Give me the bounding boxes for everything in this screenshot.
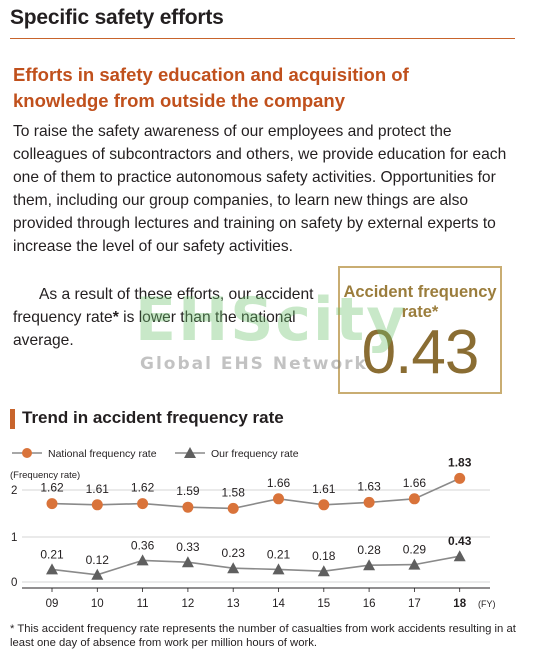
national-value-label: 1.62	[131, 481, 155, 495]
y-tick-label: 0	[11, 577, 17, 589]
our-point	[46, 563, 58, 575]
national-point	[182, 501, 194, 513]
y-tick-label: 2	[11, 485, 17, 497]
x-tick-label: 14	[272, 598, 285, 610]
national-point	[363, 496, 375, 508]
our-point	[181, 556, 194, 568]
our-point	[136, 554, 149, 566]
x-tick-label: 13	[227, 598, 240, 610]
national-point	[454, 472, 466, 484]
national-value-label: 1.83	[448, 455, 472, 469]
our-value-label: 0.43	[448, 534, 472, 548]
x-tick-label: 15	[317, 598, 330, 610]
our-value-label: 0.28	[357, 543, 381, 557]
x-tick-label: 09	[46, 598, 59, 610]
stat-label: Accident frequency rate*	[343, 283, 497, 321]
y-axis-title: (Frequency rate)	[10, 470, 80, 481]
our-point	[317, 565, 330, 577]
page-title: Specific safety efforts	[10, 6, 224, 29]
series-line-national	[51, 477, 461, 510]
national-point	[408, 493, 420, 505]
national-point	[273, 493, 284, 505]
national-point	[137, 498, 149, 510]
our-value-label: 0.21	[40, 547, 64, 561]
our-point	[453, 550, 466, 562]
national-value-label: 1.58	[222, 485, 246, 499]
our-point	[91, 568, 104, 580]
x-axis-unit: (FY)	[478, 599, 496, 609]
section-heading: Efforts in safety education and acquisit…	[13, 64, 409, 111]
our-value-label: 0.29	[403, 543, 427, 557]
body-paragraph: To raise the safety awareness of our emp…	[13, 123, 507, 255]
our-point	[227, 562, 240, 574]
x-tick-label: 10	[91, 598, 104, 610]
x-tick-label: 18	[453, 598, 466, 610]
result-paragraph: As a result of these efforts, our accide…	[13, 283, 333, 352]
national-point	[91, 499, 103, 511]
our-value-label: 0.18	[312, 549, 336, 563]
our-value-label: 0.23	[222, 546, 246, 560]
x-tick-label: 12	[182, 598, 195, 610]
national-value-label: 1.59	[176, 484, 200, 498]
our-point	[363, 559, 376, 571]
x-tick-label: 16	[363, 598, 376, 610]
footnote: * This accident frequency rate represent…	[10, 623, 516, 649]
watermark-tagline: Global EHS Network	[140, 354, 368, 374]
our-point	[408, 558, 421, 570]
result-text-after: is lower than the national average.	[13, 309, 296, 349]
stat-value: 0.43	[361, 318, 480, 387]
national-value-label: 1.61	[312, 482, 336, 496]
chart-heading: Trend in accident frequency rate	[22, 408, 284, 427]
national-point	[318, 499, 330, 511]
legend-label-ours: Our frequency rate	[211, 448, 299, 460]
x-tick-label: 17	[408, 598, 421, 610]
legend-label-national: National frequency rate	[48, 448, 157, 460]
our-value-label: 0.36	[131, 538, 155, 552]
national-value-label: 1.63	[357, 479, 381, 493]
our-value-label: 0.33	[176, 540, 200, 554]
frequency-rate-chart: National frequency rate Our frequency rat…	[10, 447, 496, 610]
accident-rate-stat-box: Accident frequency rate* 0.43	[338, 266, 502, 394]
legend-marker-ours	[184, 447, 196, 458]
legend-marker-national	[22, 448, 32, 458]
our-value-label: 0.12	[86, 553, 110, 567]
footnote-asterisk: *	[112, 309, 119, 326]
series-line-ours	[51, 555, 460, 576]
our-value-label: 0.21	[267, 547, 291, 561]
national-value-label: 1.62	[40, 481, 64, 495]
watermark-logo: EHScity	[135, 285, 408, 355]
national-value-label: 1.66	[403, 476, 427, 490]
our-point	[272, 563, 285, 575]
result-text-before: As a result of these efforts, our accide…	[13, 286, 314, 326]
national-value-label: 1.61	[86, 482, 110, 496]
y-tick-label: 1	[11, 532, 17, 544]
x-tick-label: 11	[137, 598, 149, 610]
chart-heading-accent	[10, 409, 15, 429]
title-divider	[10, 38, 515, 39]
national-point	[46, 498, 58, 510]
national-point	[227, 502, 239, 514]
national-value-label: 1.66	[267, 476, 291, 490]
